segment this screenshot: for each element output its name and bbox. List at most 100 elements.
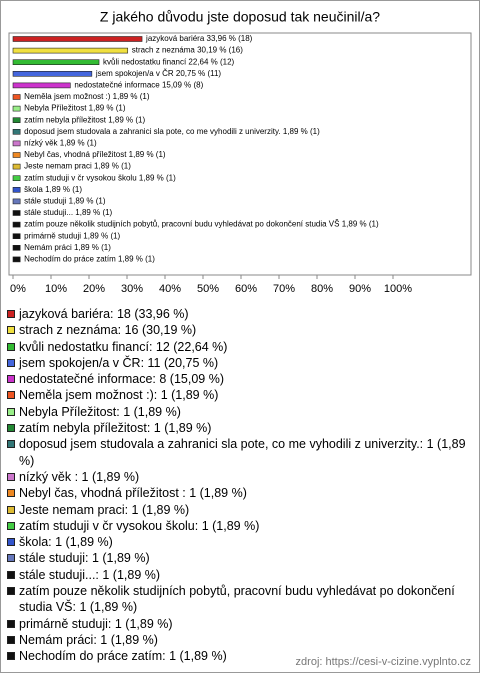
bar [12,94,21,100]
legend-item: Neměla jsem možnost :): 1 (1,89 %) [7,387,469,403]
bar [12,36,143,42]
legend-swatch [7,570,15,579]
bar-label: Nemám práci 1,89 % (1) [24,243,111,252]
bar-label: nízký věk 1,89 % (1) [24,139,97,148]
x-tick-label: 0% [10,283,26,295]
bar-label: Nebyl čas, vhodná příležitost 1,89 % (1) [24,150,166,159]
bar-label: zatím pouze několik studijních pobytů, p… [24,220,379,229]
legend-label: Nemám práci: 1 (1,89 %) [19,632,158,647]
legend-item: nízký věk : 1 (1,89 %) [7,469,469,485]
bar [12,47,129,54]
bar-label: zatím nebyla příležitost 1,89 % (1) [24,115,145,124]
legend-swatch [7,375,15,384]
legend-swatch [7,635,15,644]
bar-label: Nechodím do práce zatím 1,89 % (1) [24,255,155,264]
legend-item: Nebyla Příležitost: 1 (1,89 %) [7,404,469,420]
legend-item: zatím nebyla příležitost: 1 (1,89 %) [7,420,469,436]
legend-item: Nemám práci: 1 (1,89 %) [7,632,469,648]
legend-item: zatím pouze několik studijních pobytů, p… [7,583,469,616]
legend-label: škola: 1 (1,89 %) [19,535,113,550]
legend-item: zatím studuji v čr vysokou školu: 1 (1,8… [7,518,469,534]
bar-label: škola 1,89 % (1) [24,185,82,194]
bar-label: Jeste nemam praci 1,89 % (1) [24,162,131,171]
bar [12,256,21,263]
bar [12,175,21,181]
legend-label: Nebyl čas, vhodná příležitost : 1 (1,89 … [19,486,247,501]
legend-swatch [7,619,15,628]
legend-label: primárně studuji: 1 (1,89 %) [19,616,173,631]
x-tick-label: 40% [159,283,181,295]
legend-label: strach z neznáma: 16 (30,19 %) [19,323,197,338]
bar-label: jazyková bariéra 33,96 % (18) [145,34,253,43]
legend-swatch [7,391,15,400]
x-tick-label: 70% [273,283,295,295]
legend-swatch [7,587,15,596]
legend-item: doposud jsem studovala a zahranici sla p… [7,436,469,469]
x-tick-label: 20% [83,283,105,295]
x-tick-label: 30% [121,283,143,295]
legend: jazyková bariéra: 18 (33,96 %) strach z n… [7,306,469,665]
bar-label: stále studuji... 1,89 % (1) [24,208,112,217]
bar-label: Neměla jsem možnost :) 1,89 % (1) [24,92,150,101]
bar [12,59,100,66]
bar [12,152,21,158]
legend-swatch [7,342,15,351]
legend-swatch [7,489,15,498]
bar-label: kvůli nedostatku financí 22,64 % (12) [103,57,235,66]
x-tick-label: 90% [349,283,371,295]
legend-swatch [7,554,15,563]
legend-swatch [7,652,15,661]
bar [12,221,21,228]
legend-item: strach z neznáma: 16 (30,19 %) [7,322,469,338]
x-tick-label: 50% [197,283,219,295]
legend-label: jazyková bariéra: 18 (33,96 %) [19,307,189,321]
bar [12,187,21,193]
bar-label: doposud jsem studovala a zahranici sla p… [24,127,320,136]
bar-label: primárně studuji 1,89 % (1) [24,231,120,240]
bar-label: zatím studuji v čr vysokou školu 1,89 % … [24,173,176,182]
legend-label: stále studuji...: 1 (1,89 %) [19,567,161,582]
legend-swatch [7,472,15,481]
bar-label: nedostatečné informace 15,09 % (8) [74,81,203,90]
x-tick-label: 10% [45,283,67,295]
legend-item: stále studuji...: 1 (1,89 %) [7,567,469,583]
bar [12,105,21,112]
bar-label: strach z neznáma 30,19 % (16) [132,46,244,55]
bar [12,245,21,251]
legend-label: nízký věk : 1 (1,89 %) [19,469,140,484]
bar-label: jsem spokojen/a v ČR 20,75 % (11) [95,69,222,78]
legend-label: Nechodím do práce zatím: 1 (1,89 %) [19,649,227,664]
legend-swatch [7,505,15,514]
bar [12,198,21,205]
x-tick-label: 100% [384,283,412,295]
legend-label: Neměla jsem možnost :): 1 (1,89 %) [19,388,219,403]
legend-label: Jeste nemam praci: 1 (1,89 %) [19,502,190,517]
bar [12,140,21,147]
legend-item: Nechodím do práce zatím: 1 (1,89 %) [7,648,469,664]
legend-swatch [7,440,15,449]
legend-label: jsem spokojen/a v ČR: 11 (20,75 %) [19,355,219,370]
bar [12,82,71,89]
x-tick-label: 60% [235,283,257,295]
legend-label: stále studuji: 1 (1,89 %) [19,551,150,566]
legend-swatch [7,521,15,530]
legend-swatch [7,538,15,547]
legend-item: jsem spokojen/a v ČR: 11 (20,75 %) [7,355,469,371]
legend-item: škola: 1 (1,89 %) [7,534,469,550]
legend-item: Jeste nemam praci: 1 (1,89 %) [7,502,469,518]
legend-item: Nebyl čas, vhodná příležitost : 1 (1,89 … [7,485,469,501]
bar [12,233,21,239]
legend-label: Nebyla Příležitost: 1 (1,89 %) [19,404,181,419]
legend-swatch [7,310,15,318]
legend-label: zatím pouze několik studijních pobytů, p… [19,584,455,615]
legend-label: nedostatečné informace: 8 (15,09 %) [19,372,224,387]
legend-item: kvůli nedostatku financí: 12 (22,64 %) [7,339,469,355]
legend-swatch [7,424,15,433]
legend-item: stále studuji: 1 (1,89 %) [7,550,469,566]
legend-label: doposud jsem studovala a zahranici sla p… [19,437,466,468]
chart-title: Z jakého důvodu jste doposud tak neučini… [100,9,380,25]
legend-label: zatím nebyla příležitost: 1 (1,89 %) [19,421,212,436]
legend-label: kvůli nedostatku financí: 12 (22,64 %) [19,339,228,354]
source: zdroj: https://cesi-v-cizine.vyplnto.cz [295,656,471,668]
